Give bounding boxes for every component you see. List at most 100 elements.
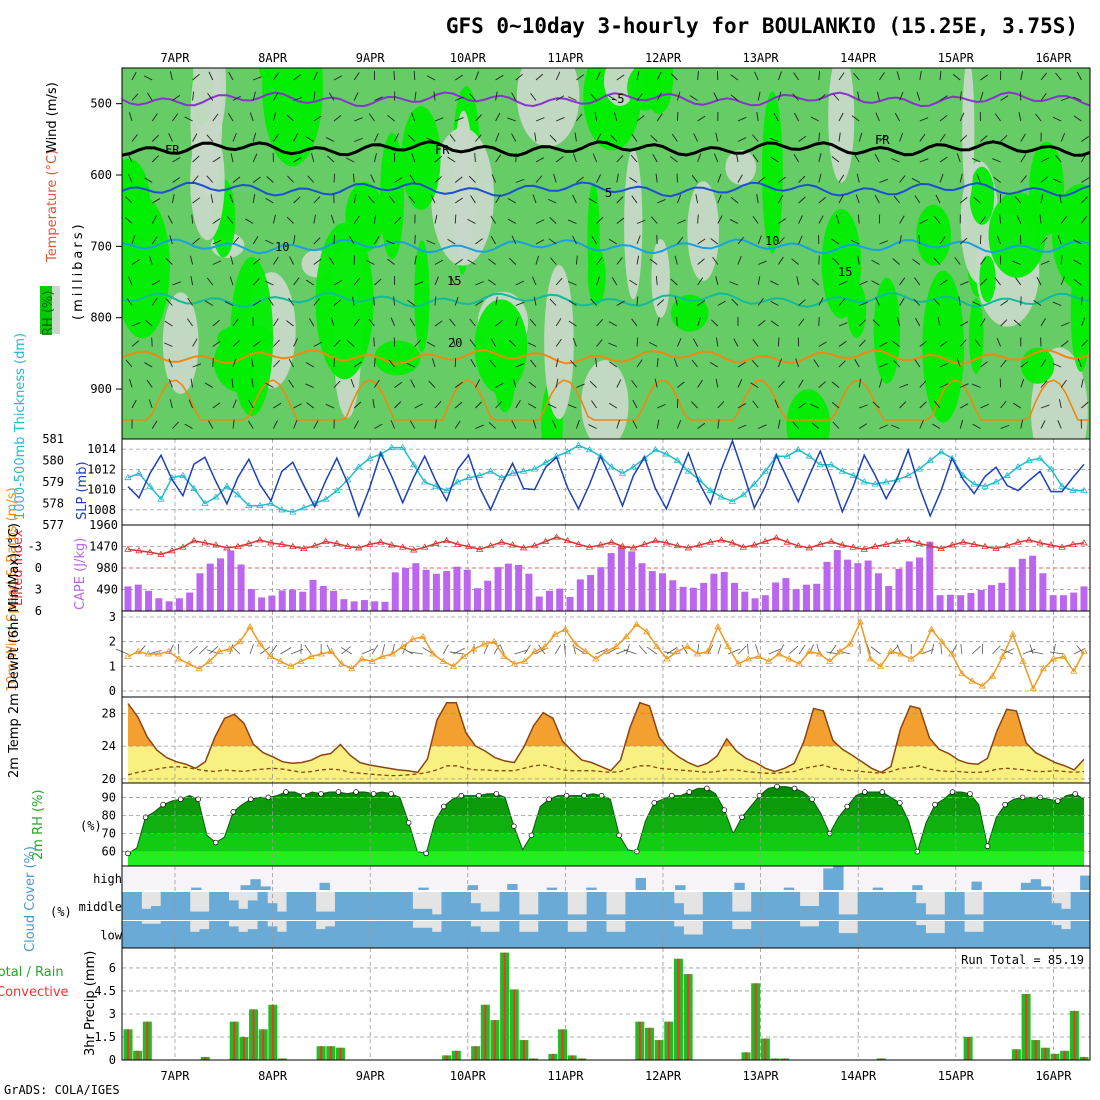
wind-barb	[353, 92, 359, 101]
cloud-low-block	[151, 923, 162, 948]
wind-barb	[892, 340, 900, 347]
wind-barb	[167, 215, 173, 224]
wind-barb	[192, 133, 198, 142]
cloud-middle-block	[383, 892, 394, 920]
lifted-index-line-point	[596, 541, 605, 548]
wind-barb	[616, 300, 625, 306]
wind-tick-label: 1	[109, 659, 116, 673]
cape-bar	[412, 563, 420, 611]
cloud-middle-block	[557, 892, 568, 920]
rh-shading-patch	[627, 68, 664, 111]
wind-barb	[212, 156, 221, 163]
cloud-low-block	[373, 921, 384, 948]
wind-barb	[676, 419, 682, 429]
cape-bar	[864, 560, 872, 611]
wind-barb	[674, 255, 678, 265]
wind-barb	[730, 196, 739, 204]
wind-barb	[959, 237, 968, 245]
cloud-low-block	[799, 926, 810, 948]
wind-barb	[890, 645, 899, 655]
wind-barb	[286, 114, 294, 122]
cape-bar	[833, 550, 841, 611]
wind-barb	[549, 216, 557, 224]
lifted-index-line-point	[453, 540, 462, 547]
wind-barb	[172, 95, 181, 101]
wind-barb	[394, 133, 399, 142]
wind-barb	[184, 423, 193, 429]
wind-barb	[447, 238, 456, 245]
cloud-low-block	[964, 931, 975, 948]
wind-barb	[229, 276, 234, 286]
cape-bar	[813, 583, 821, 611]
cape-bar	[782, 578, 790, 611]
wind-speed-line-point	[968, 677, 976, 684]
rh-point	[581, 792, 587, 799]
wind-barb	[818, 215, 824, 224]
wind-speed-line-point	[337, 660, 346, 667]
slp-tick-label: 1008	[87, 503, 116, 517]
wind-barb	[534, 132, 537, 142]
wind-barb	[1020, 361, 1029, 368]
cloud-middle-block	[809, 906, 820, 920]
wind-barb	[897, 317, 901, 327]
wind-speed-line-point	[978, 682, 987, 689]
cloud-middle-block	[518, 914, 530, 920]
wind-barb	[1029, 650, 1044, 655]
cape-bar	[854, 563, 862, 611]
wind-barb	[515, 73, 523, 81]
wind-barb	[187, 318, 193, 327]
wind-barb	[831, 381, 840, 388]
wind-barb	[609, 361, 618, 368]
wind-barb	[454, 401, 463, 409]
cloud-middle-block	[364, 892, 375, 920]
wind-barb	[937, 317, 941, 327]
wind-barb	[151, 113, 158, 122]
wind-barb	[212, 260, 222, 265]
wind-barb	[757, 297, 764, 306]
wind-barb	[737, 645, 747, 655]
cape-bar	[772, 582, 780, 611]
wind-barb	[693, 133, 699, 142]
wind-barb	[507, 117, 516, 122]
thickness-line-point	[388, 443, 396, 451]
wind-barb	[838, 322, 848, 327]
cape-bar	[309, 579, 317, 611]
cloud-middle-block	[673, 903, 684, 920]
rh-point	[791, 785, 798, 792]
wind-barb	[875, 297, 880, 306]
rh-shading-patch	[922, 270, 965, 423]
cloud-middle-block	[741, 911, 752, 920]
wind-barb	[475, 134, 482, 142]
wind-barb	[1036, 276, 1042, 286]
wind-barb	[488, 422, 496, 429]
cape-bar	[1059, 595, 1067, 611]
wind-barb	[206, 175, 214, 183]
wind-barb	[730, 74, 739, 81]
wind-barb	[625, 644, 630, 655]
rh-shading-patch	[1070, 253, 1090, 372]
cloud-low-block	[789, 921, 801, 948]
cape-bar	[443, 571, 451, 611]
wind-barb	[352, 173, 355, 183]
wind-barb	[372, 399, 375, 409]
thickness-line-point	[882, 478, 890, 485]
cape-bar	[124, 586, 132, 611]
wind-barb	[677, 381, 685, 388]
wind-barb	[131, 340, 140, 347]
wind-barb	[752, 339, 759, 347]
thickness-line-point	[190, 484, 198, 491]
convective-bar	[445, 1055, 448, 1060]
wind-barb	[879, 424, 888, 429]
cloud-high-block	[872, 887, 884, 890]
wind-barb	[896, 71, 901, 81]
wind-barb	[568, 300, 577, 306]
wind-barb	[495, 195, 501, 204]
wind-barb	[851, 115, 860, 122]
wind-barb	[875, 112, 880, 122]
wind-barb	[939, 133, 946, 142]
wind-barb	[354, 137, 363, 142]
rh-point	[212, 839, 219, 846]
cloud-middle-block	[509, 892, 520, 920]
precip-bars	[123, 952, 1089, 1060]
wind-barb	[891, 158, 900, 163]
